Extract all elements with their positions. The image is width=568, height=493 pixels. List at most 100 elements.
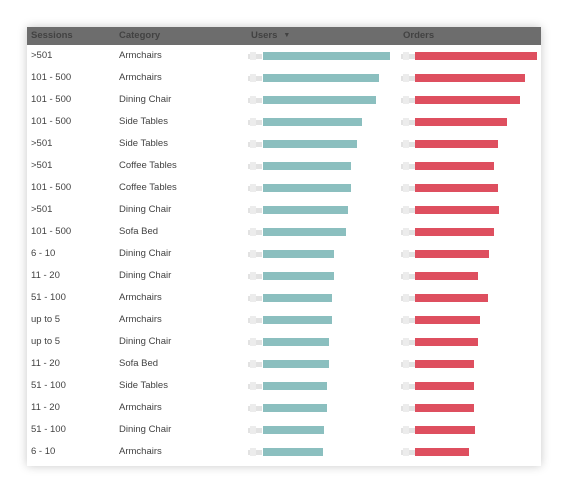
category-cell: Dining Chair — [119, 424, 172, 435]
category-cell: Armchairs — [119, 292, 162, 303]
category-cell: Sofa Bed — [119, 358, 159, 369]
users-bar — [263, 360, 329, 368]
orders-bar — [415, 382, 474, 390]
table-row: 51 - 100 Dining Chair — [27, 419, 541, 441]
orders-bar — [415, 140, 498, 148]
column-header-users-label: Users — [251, 30, 278, 41]
table-row: 11 - 20 Armchairs — [27, 397, 541, 419]
table-row: up to 5 Dining Chair — [27, 331, 541, 353]
data-table: Sessions Category Users ▼ Orders >501 Armc… — [27, 27, 541, 466]
users-bar — [263, 228, 346, 236]
sparkline-placeholder-icon — [248, 380, 262, 392]
orders-bar — [415, 426, 475, 434]
orders-bar — [415, 206, 499, 214]
column-header-category[interactable]: Category — [119, 30, 161, 41]
category-cell: Side Tables — [119, 116, 168, 127]
category-cell: Armchairs — [119, 72, 162, 83]
sparkline-placeholder-icon — [248, 402, 262, 414]
category-cell: Armchairs — [119, 50, 162, 61]
sparkline-placeholder-icon — [248, 72, 262, 84]
category-cell: Dining Chair — [119, 204, 172, 215]
sparkline-placeholder-icon — [248, 248, 262, 260]
sessions-cell: 101 - 500 — [31, 182, 72, 193]
category-cell: Coffee Tables — [119, 160, 177, 171]
sessions-cell: 11 - 20 — [31, 402, 60, 413]
sparkline-placeholder-icon — [401, 160, 415, 172]
sparkline-placeholder-icon — [248, 226, 262, 238]
table-row: 51 - 100 Armchairs — [27, 287, 541, 309]
sessions-cell: 6 - 10 — [31, 248, 56, 259]
sparkline-placeholder-icon — [248, 182, 262, 194]
sparkline-placeholder-icon — [401, 336, 415, 348]
sparkline-placeholder-icon — [401, 72, 415, 84]
column-header-orders[interactable]: Orders — [403, 30, 435, 41]
sparkline-placeholder-icon — [401, 424, 415, 436]
users-bar — [263, 404, 327, 412]
table-row: 101 - 500 Coffee Tables — [27, 177, 541, 199]
sessions-cell: 101 - 500 — [31, 72, 72, 83]
sparkline-placeholder-icon — [248, 314, 262, 326]
sparkline-placeholder-icon — [401, 358, 415, 370]
sessions-cell: 101 - 500 — [31, 116, 72, 127]
users-bar — [263, 184, 351, 192]
table-row: 101 - 500 Dining Chair — [27, 89, 541, 111]
users-bar — [263, 316, 332, 324]
orders-bar — [415, 96, 520, 104]
table-row: 11 - 20 Sofa Bed — [27, 353, 541, 375]
table-row: 11 - 20 Dining Chair — [27, 265, 541, 287]
column-header-users[interactable]: Users ▼ — [251, 27, 290, 45]
sparkline-placeholder-icon — [401, 138, 415, 150]
category-cell: Armchairs — [119, 314, 162, 325]
category-cell: Sofa Bed — [119, 226, 159, 237]
sparkline-placeholder-icon — [401, 446, 415, 458]
users-bar — [263, 140, 357, 148]
sessions-cell: 11 - 20 — [31, 358, 60, 369]
category-cell: Side Tables — [119, 138, 168, 149]
table-row: 6 - 10 Armchairs — [27, 441, 541, 463]
category-cell: Armchairs — [119, 446, 162, 457]
sparkline-placeholder-icon — [401, 270, 415, 282]
table-row: 101 - 500 Armchairs — [27, 67, 541, 89]
sessions-cell: up to 5 — [31, 336, 61, 347]
sparkline-placeholder-icon — [401, 292, 415, 304]
users-bar — [263, 162, 351, 170]
sessions-cell: up to 5 — [31, 314, 61, 325]
sparkline-placeholder-icon — [401, 94, 415, 106]
table-row: 101 - 500 Side Tables — [27, 111, 541, 133]
sparkline-placeholder-icon — [248, 358, 262, 370]
sparkline-placeholder-icon — [401, 50, 415, 62]
column-header-sessions[interactable]: Sessions — [31, 30, 73, 41]
sort-descending-icon: ▼ — [283, 32, 291, 39]
sessions-cell: 6 - 10 — [31, 446, 56, 457]
sparkline-placeholder-icon — [248, 424, 262, 436]
sparkline-placeholder-icon — [401, 226, 415, 238]
orders-bar — [415, 250, 489, 258]
sparkline-placeholder-icon — [401, 204, 415, 216]
users-bar — [263, 52, 390, 60]
users-bar — [263, 96, 376, 104]
orders-bar — [415, 360, 474, 368]
orders-bar — [415, 52, 537, 60]
users-bar — [263, 250, 334, 258]
sparkline-placeholder-icon — [248, 336, 262, 348]
table-row: 6 - 10 Dining Chair — [27, 243, 541, 265]
orders-bar — [415, 294, 488, 302]
category-cell: Dining Chair — [119, 248, 172, 259]
table-header: Sessions Category Users ▼ Orders — [27, 27, 541, 45]
users-bar — [263, 118, 362, 126]
table-row: 51 - 100 Side Tables — [27, 375, 541, 397]
sessions-cell: 11 - 20 — [31, 270, 60, 281]
sessions-cell: >501 — [31, 204, 53, 215]
sparkline-placeholder-icon — [248, 446, 262, 458]
orders-bar — [415, 272, 478, 280]
orders-bar — [415, 404, 474, 412]
sessions-cell: >501 — [31, 138, 53, 149]
orders-bar — [415, 338, 478, 346]
category-cell: Dining Chair — [119, 336, 172, 347]
category-cell: Armchairs — [119, 402, 162, 413]
users-bar — [263, 294, 332, 302]
sessions-cell: >501 — [31, 50, 53, 61]
sparkline-placeholder-icon — [248, 94, 262, 106]
category-cell: Dining Chair — [119, 270, 172, 281]
sparkline-placeholder-icon — [248, 270, 262, 282]
